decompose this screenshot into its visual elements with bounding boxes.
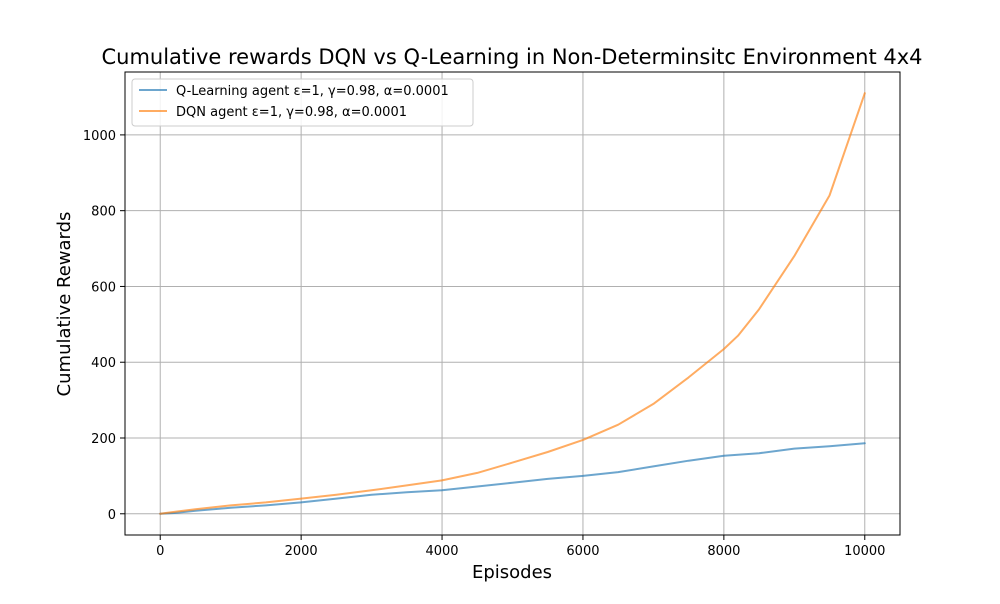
x-tick-label: 2000 (285, 544, 318, 559)
y-tick-label: 800 (91, 205, 116, 220)
x-tick-label: 4000 (425, 544, 458, 559)
legend-label-q-learning: Q-Learning agent ε=1, γ=0.98, α=0.0001 (176, 84, 449, 99)
series-line-q-learning (159, 442, 866, 515)
y-tick-label: 1000 (83, 129, 116, 144)
x-tick-label: 0 (156, 544, 164, 559)
legend: Q-Learning agent ε=1, γ=0.98, α=0.0001 D… (131, 78, 474, 127)
series-line-dqn (159, 92, 866, 515)
y-tick-label: 600 (91, 280, 116, 295)
plot-frame (124, 71, 901, 536)
axis-ticks: 0 2000 4000 6000 8000 10000 0 200 400 600 800 1000 (83, 129, 886, 559)
legend-box (131, 78, 474, 127)
legend-label-dqn: DQN agent ε=1, γ=0.98, α=0.0001 (176, 105, 407, 120)
chart-title: Cumulative rewards DQN vs Q-Learning in … (101, 45, 922, 69)
y-tick-label: 0 (108, 508, 116, 523)
x-tick-label: 10000 (844, 544, 885, 559)
y-tick-label: 400 (91, 356, 116, 371)
x-tick-label: 8000 (707, 544, 740, 559)
y-tick-label: 200 (91, 432, 116, 447)
y-axis-label: Cumulative Rewards (54, 212, 75, 397)
grid-lines (125, 72, 900, 535)
x-tick-label: 6000 (566, 544, 599, 559)
x-axis-label: Episodes (472, 562, 552, 583)
series-lines (159, 92, 866, 515)
